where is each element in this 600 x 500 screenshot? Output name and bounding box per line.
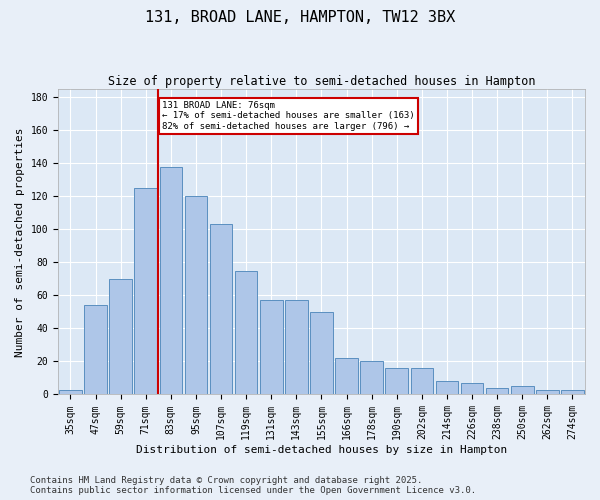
Text: Contains HM Land Registry data © Crown copyright and database right 2025.
Contai: Contains HM Land Registry data © Crown c…: [30, 476, 476, 495]
Text: 131 BROAD LANE: 76sqm
← 17% of semi-detached houses are smaller (163)
82% of sem: 131 BROAD LANE: 76sqm ← 17% of semi-deta…: [162, 100, 415, 130]
Y-axis label: Number of semi-detached properties: Number of semi-detached properties: [15, 127, 25, 356]
Bar: [461, 383, 484, 394]
Bar: [134, 188, 157, 394]
Bar: [536, 390, 559, 394]
Bar: [511, 386, 533, 394]
Title: Size of property relative to semi-detached houses in Hampton: Size of property relative to semi-detach…: [108, 75, 535, 88]
Text: 131, BROAD LANE, HAMPTON, TW12 3BX: 131, BROAD LANE, HAMPTON, TW12 3BX: [145, 10, 455, 25]
Bar: [185, 196, 207, 394]
X-axis label: Distribution of semi-detached houses by size in Hampton: Distribution of semi-detached houses by …: [136, 445, 507, 455]
Bar: [561, 390, 584, 394]
Bar: [436, 382, 458, 394]
Bar: [160, 166, 182, 394]
Bar: [109, 279, 132, 394]
Bar: [310, 312, 333, 394]
Bar: [285, 300, 308, 394]
Bar: [385, 368, 408, 394]
Bar: [410, 368, 433, 394]
Bar: [260, 300, 283, 394]
Bar: [361, 362, 383, 394]
Bar: [335, 358, 358, 395]
Bar: [59, 390, 82, 394]
Bar: [235, 270, 257, 394]
Bar: [84, 306, 107, 394]
Bar: [486, 388, 508, 394]
Bar: [210, 224, 232, 394]
